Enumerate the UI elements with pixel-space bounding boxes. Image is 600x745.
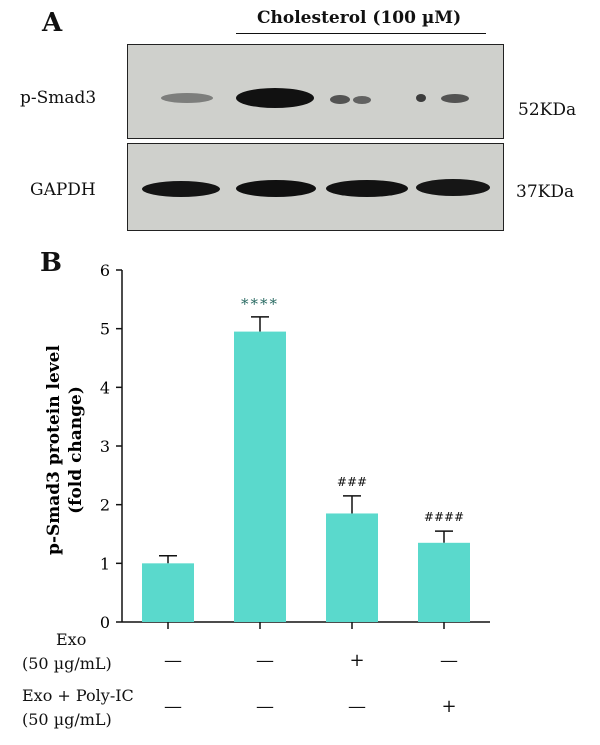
row1-label: p-Smad3 [20,88,97,108]
exo-polyic-mark-1: — [164,696,182,717]
bar [326,513,378,622]
exo-mark-4: — [440,650,458,671]
band [236,180,316,197]
exo-polyic-mark-3: — [348,696,366,717]
row2-kda: 37KDa [516,182,575,202]
y-tick-label: 6 [100,261,110,280]
band [353,96,371,104]
y-tick-label: 0 [100,613,110,632]
band [416,94,426,102]
exo-polyic-mark-4: + [441,696,457,717]
band [236,88,314,108]
bar [142,563,194,622]
y-tick-label: 3 [100,437,110,456]
blot-gapdh [127,143,504,231]
band [326,180,408,197]
panel-a-letter: A [42,8,63,38]
y-tick-label: 2 [100,496,110,515]
exo-mark-3: + [349,650,365,671]
y-tick-label: 4 [100,378,110,397]
band [416,179,490,196]
y-axis-label-line1: p-Smad3 protein level [44,345,64,555]
exo-mark-1: — [164,650,182,671]
exo-polyic-mark-2: — [256,696,274,717]
row1-kda: 52KDa [518,100,577,120]
exo-polyic-conc-label: (50 µg/mL) [22,710,112,729]
y-tick-label: 1 [100,554,110,573]
band [161,93,213,103]
band [142,181,220,197]
significance-label: #### [424,510,464,524]
blot-p-smad3 [127,44,504,139]
significance-label: **** [241,295,279,313]
treatment-label: Cholesterol (100 µM) [257,8,462,28]
y-tick-label: 5 [100,320,110,339]
y-axis-label-line2: (fold change) [66,386,86,514]
y-axis-label: p-Smad3 protein level (fold change) [44,345,86,555]
exo-mark-2: — [256,650,274,671]
significance-label: ### [337,475,367,489]
exo-polyic-label: Exo + Poly-IC [22,686,134,705]
exo-conc-label: (50 µg/mL) [22,654,112,673]
treatment-bracket-line [236,33,486,34]
panel-b-letter: B [40,248,62,278]
band [330,95,350,104]
row2-label: GAPDH [30,180,96,200]
band [441,94,469,103]
bar [234,331,286,622]
exo-label: Exo [56,630,87,649]
bar [418,542,470,622]
